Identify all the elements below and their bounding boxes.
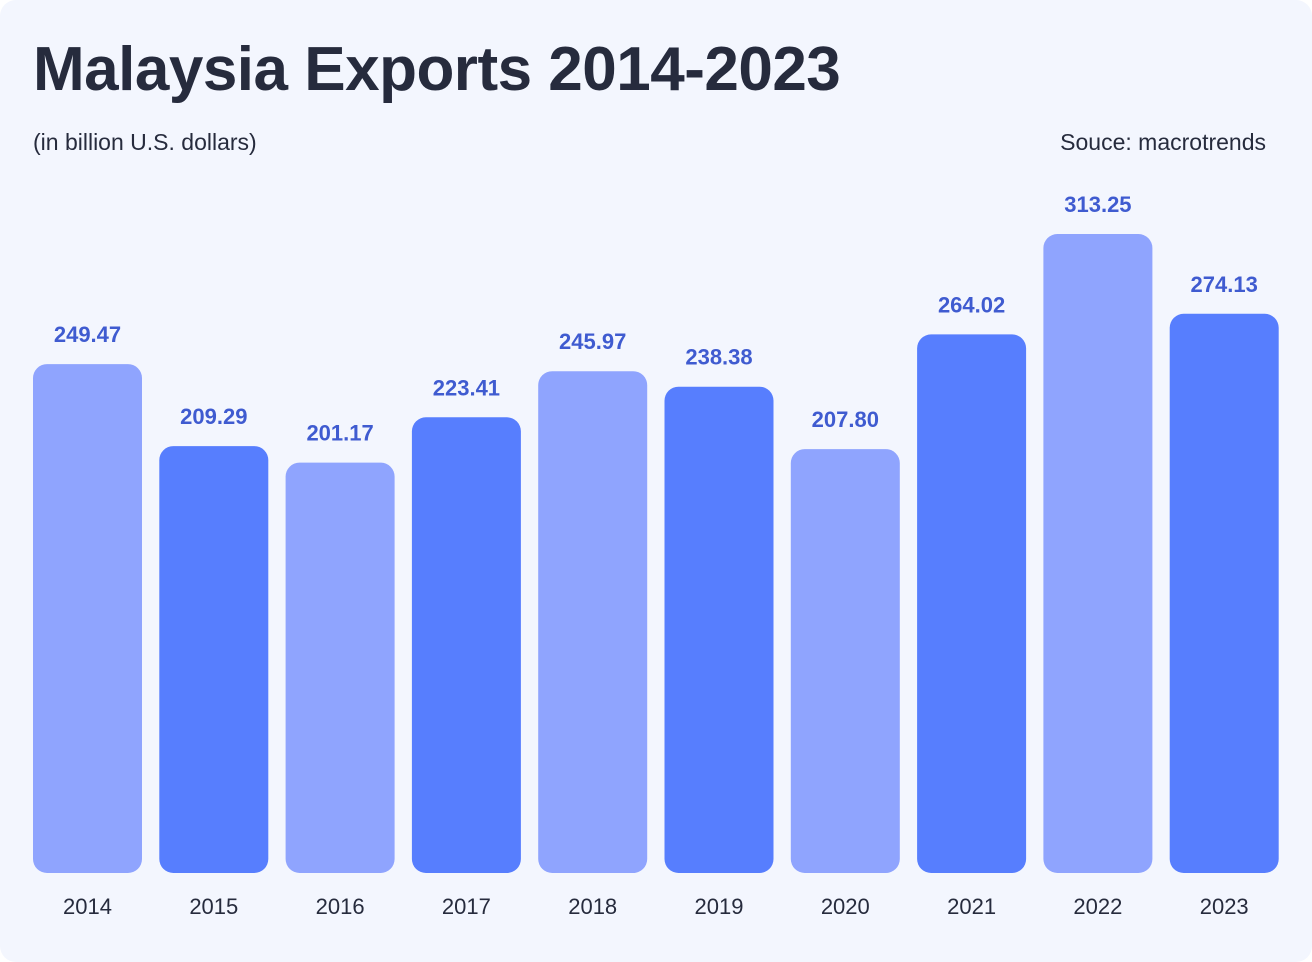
value-label-2016: 201.17	[306, 421, 373, 446]
bar-2022	[1043, 234, 1153, 873]
chart-subtitle: (in billion U.S. dollars)	[33, 129, 257, 155]
x-tick-label-2016: 2016	[316, 894, 365, 919]
bar-2019	[664, 386, 774, 873]
bar-2021	[917, 334, 1027, 873]
value-label-2017: 223.41	[433, 375, 500, 400]
bar-2014	[33, 364, 142, 873]
x-tick-label-2019: 2019	[695, 894, 744, 919]
value-label-2015: 209.29	[180, 404, 247, 429]
value-label-2019: 238.38	[685, 345, 752, 370]
value-label-2023: 274.13	[1191, 272, 1258, 297]
x-tick-label-2018: 2018	[568, 894, 617, 919]
bar-2018	[538, 371, 648, 873]
x-tick-label-2021: 2021	[947, 894, 996, 919]
x-tick-label-2023: 2023	[1200, 894, 1249, 919]
bar-2017	[411, 417, 521, 873]
x-tick-label-2022: 2022	[1073, 894, 1122, 919]
value-label-2018: 245.97	[559, 329, 626, 354]
value-label-2022: 313.25	[1064, 192, 1131, 217]
value-label-2014: 249.47	[54, 322, 121, 347]
x-tick-label-2020: 2020	[821, 894, 870, 919]
bar-2020	[790, 449, 900, 873]
chart-title: Malaysia Exports 2014-2023	[33, 35, 841, 104]
source-note: Souce: macrotrends	[1060, 129, 1266, 155]
bar-2015	[159, 446, 269, 873]
x-tick-label-2015: 2015	[189, 894, 238, 919]
x-tick-label-2014: 2014	[63, 894, 112, 919]
value-label-2020: 207.80	[812, 407, 879, 432]
bar-2016	[285, 462, 395, 873]
value-label-2021: 264.02	[938, 292, 1005, 317]
bar-2023	[1169, 313, 1279, 873]
x-tick-label-2017: 2017	[442, 894, 491, 919]
